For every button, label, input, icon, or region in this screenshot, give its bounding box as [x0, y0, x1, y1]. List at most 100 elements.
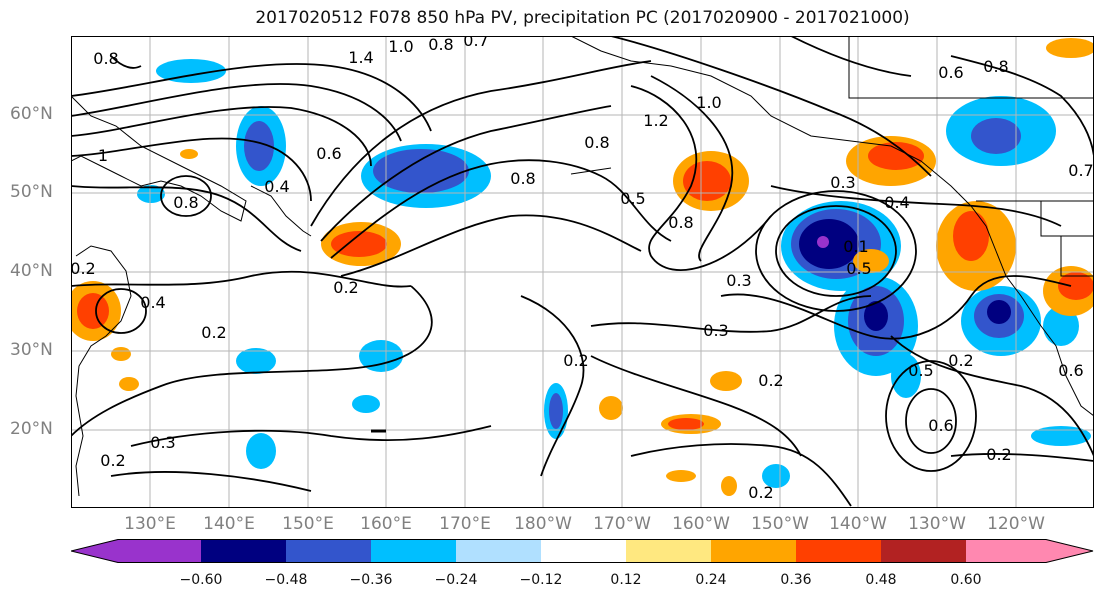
precip-neg-patch [352, 395, 380, 413]
contour-label: 0.3 [830, 173, 855, 192]
precip-neg-patch [236, 348, 276, 374]
contour-label: 0.6 [316, 144, 341, 163]
lon-label-180w: 180°W [514, 514, 572, 534]
precip-pos-patch [710, 371, 742, 391]
lon-label-140e: 140°E [203, 514, 255, 534]
colorbar-tick-label: 0.12 [610, 572, 642, 588]
precip-pos-patch [953, 211, 989, 261]
precip-pos-patch [331, 231, 387, 257]
precip-pos-patch [180, 149, 198, 159]
kuril-coastline [250, 185, 312, 237]
contour-label: 0.5 [908, 361, 933, 380]
precip-pos-patch [1046, 38, 1094, 58]
pv-contour [95, 288, 147, 334]
pv-contour [720, 275, 1072, 340]
precip-neg-patch [817, 236, 829, 248]
pv-contour [650, 75, 734, 262]
contour-label: 0.3 [726, 271, 751, 290]
contour-label: 0.2 [758, 371, 783, 390]
contour-label: 0.7 [463, 36, 488, 50]
colorbar-segment [201, 539, 286, 563]
map-panel: 1.4 1.0 0.8 0.7 0.8 0.6 0.8 1.2 1.0 0.8 … [71, 36, 1094, 508]
contour-label: 0.4 [884, 193, 909, 212]
contour-label: 0.2 [100, 451, 125, 470]
contour-label: 1.2 [643, 111, 668, 130]
pv-contour [110, 55, 142, 69]
contour-label: 0.3 [703, 321, 728, 340]
colorbar-tick-label: −0.48 [264, 572, 308, 588]
alaska-border [848, 36, 1094, 99]
precip-neg-patch [799, 219, 859, 269]
lat-label-50n: 50°N [10, 182, 53, 202]
lon-label-160w: 160°W [672, 514, 730, 534]
precip-neg-patch [246, 433, 276, 469]
colorbar-tick-label: 0.36 [780, 572, 812, 588]
pv-contour [630, 443, 852, 507]
contour-label: 0.2 [986, 445, 1011, 464]
pv-contour [630, 85, 772, 271]
precip-neg-patch [1043, 306, 1079, 346]
pv-contour [950, 453, 1094, 462]
precip-neg-patch [137, 185, 165, 203]
contour-label: 0.3 [150, 433, 175, 452]
contour-label: 0.8 [510, 169, 535, 188]
contour-label: 0.4 [140, 293, 165, 312]
colorbar-segment [541, 539, 626, 563]
colorbar [71, 539, 1094, 563]
contour-label: 0.2 [948, 351, 973, 370]
precip-neg-patch [373, 149, 469, 193]
precip-neg-patch [762, 464, 790, 488]
colorbar-tick-label: −0.60 [179, 572, 223, 588]
contour-label: 0.8 [983, 57, 1008, 76]
precip-pos-patch [111, 347, 131, 361]
pv-contour [71, 83, 402, 142]
pv-contour [905, 388, 957, 454]
pv-contour [71, 137, 312, 202]
pv-contour [775, 205, 897, 297]
pv-contour [590, 355, 802, 457]
pv-contour [71, 285, 433, 437]
precip-neg-patch [156, 59, 226, 83]
precip-pos-patch [683, 161, 731, 201]
east-asia-coastline [75, 245, 132, 497]
asia-coastline [71, 95, 247, 222]
contour-label: 1 [98, 146, 108, 165]
pv-contour [520, 295, 585, 477]
pv-contour [71, 185, 302, 252]
pv-contour [890, 335, 1094, 457]
contour-label: 0.2 [333, 278, 358, 297]
pv-contour [130, 425, 492, 447]
contour-label: 0.6 [1058, 361, 1083, 380]
contour-label: 0.5 [846, 259, 871, 278]
lon-label-150w: 150°W [751, 514, 809, 534]
colorbar-segment [371, 539, 456, 563]
pv-contour [610, 36, 932, 177]
lon-label-150e: 150°E [282, 514, 334, 534]
contour-label: 0.2 [71, 259, 96, 278]
precip-neg-patch [359, 340, 403, 372]
contour-label: 1.0 [388, 37, 413, 56]
contour-label: 0.2 [563, 351, 588, 370]
contour-labels: 1.4 1.0 0.8 0.7 0.8 0.6 0.8 1.2 1.0 0.8 … [71, 36, 1094, 502]
lon-label-120w: 120°W [987, 514, 1045, 534]
lon-label-140w: 140°W [829, 514, 887, 534]
colorbar-tick-label: 0.24 [695, 572, 727, 588]
colorbar-segment [796, 539, 881, 563]
precip-neg-patch [1031, 426, 1091, 446]
pv-contour [320, 105, 612, 242]
contour-label: 0.1 [843, 237, 868, 256]
contour-label: 0.5 [620, 189, 645, 208]
map-frame [71, 36, 1094, 508]
precip-pos-patch [666, 470, 696, 482]
lon-label-130e: 130°E [124, 514, 176, 534]
pv-contour [310, 60, 652, 227]
precip-pos-patch [77, 293, 109, 329]
pv-contour [340, 214, 642, 277]
coastlines [71, 36, 1094, 497]
pv-contour [71, 270, 412, 288]
pv-contour [590, 295, 872, 333]
contour-label: 0.2 [748, 483, 773, 502]
lat-label-20n: 20°N [10, 419, 53, 439]
precip-neg-patch [864, 301, 888, 331]
contour-label: 0.8 [428, 36, 453, 54]
